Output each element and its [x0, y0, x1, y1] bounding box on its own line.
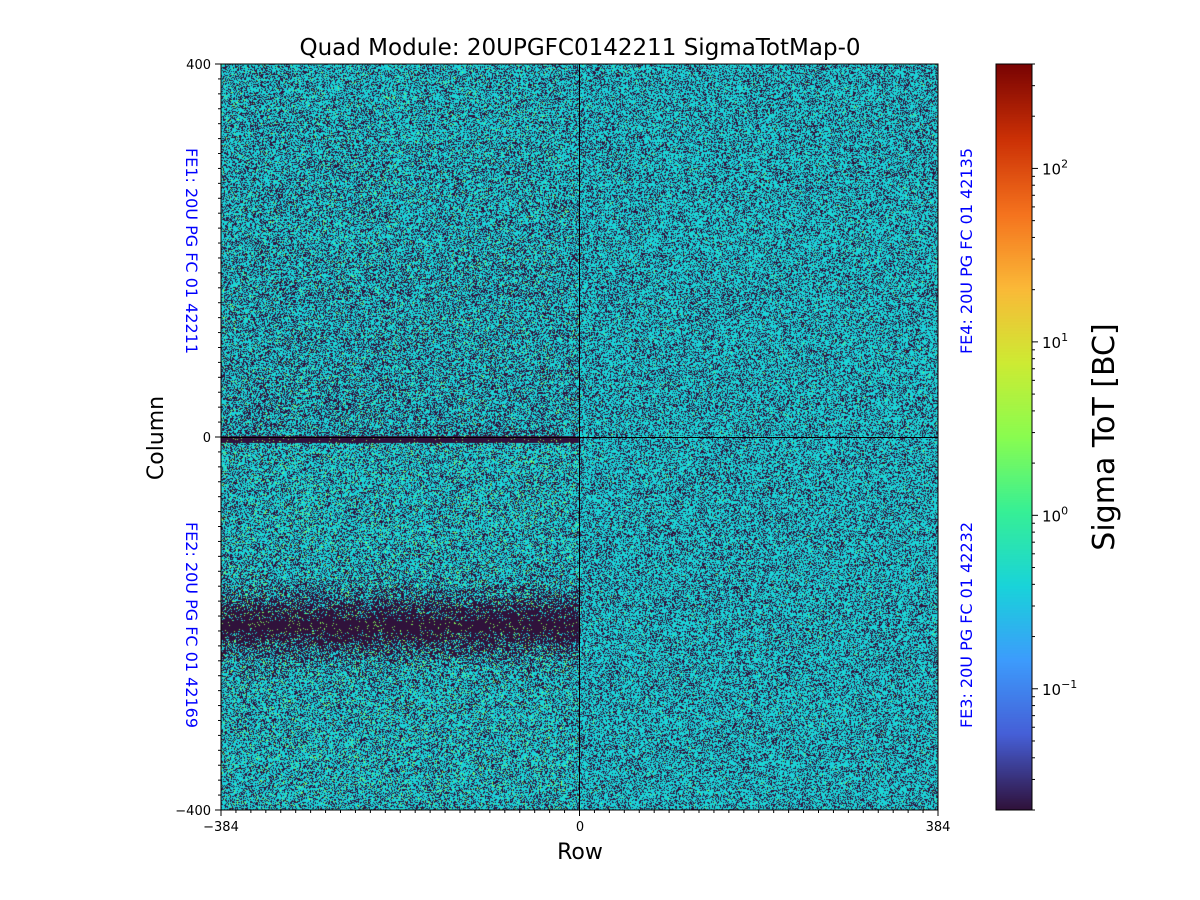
x-tick-label-max: 384 [926, 820, 951, 835]
y-tick-label-min: −400 [175, 804, 211, 819]
colorbar-frame [995, 63, 1033, 811]
colorbar-ticks: 102 101 100 10−1 [1032, 63, 1077, 811]
colorbar-tick-label: 10−1 [1042, 678, 1077, 699]
chip-label-fe4: FE4: 20U PG FC 01 42135 [957, 148, 976, 354]
x-axis-label: Row [557, 840, 603, 865]
y-tick-label-max: 400 [186, 58, 211, 73]
chart-title: Quad Module: 20UPGFC0142211 SigmaTotMap-… [300, 35, 861, 61]
x-tick-label-min: −384 [203, 820, 239, 835]
colorbar-gradient [996, 64, 1032, 810]
y-axis-label: Column [144, 396, 169, 480]
x-tick-label-zero: 0 [576, 820, 584, 835]
chip-label-fe3: FE3: 20U PG FC 01 42232 [957, 522, 976, 728]
colorbar-label: Sigma ToT [BC] [1087, 323, 1122, 550]
colorbar-tick-label: 101 [1042, 331, 1068, 352]
colorbar-tick-label: 102 [1042, 157, 1068, 178]
chip-label-fe1: FE1: 20U PG FC 01 42211 [182, 148, 201, 354]
chip-label-fe2: FE2: 20U PG FC 01 42169 [182, 522, 201, 728]
colorbar-tick-label: 100 [1042, 504, 1068, 525]
y-tick-label-zero: 0 [203, 431, 211, 446]
